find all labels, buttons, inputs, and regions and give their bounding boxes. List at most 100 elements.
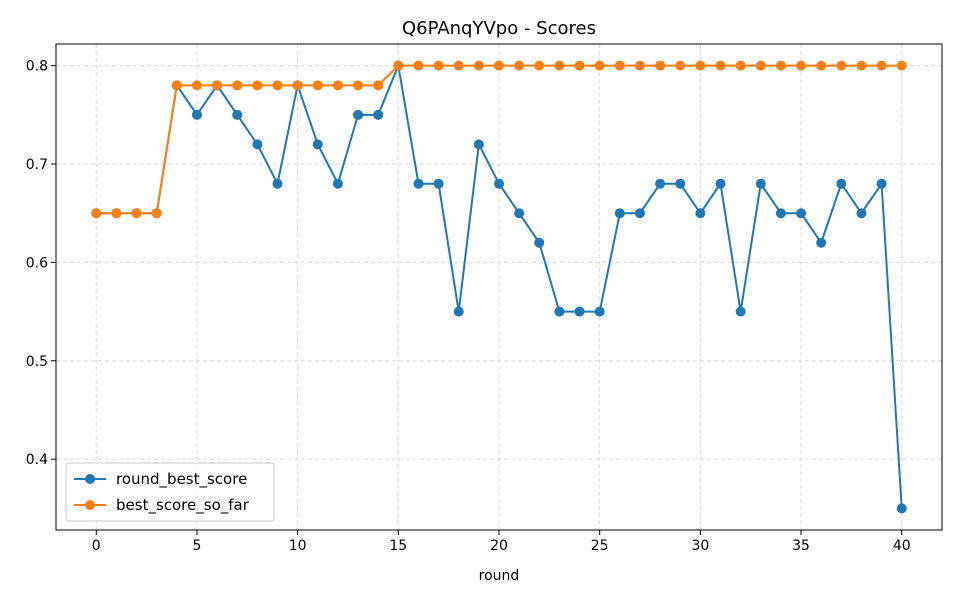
tick-layer: 0 5 10 15 20 25 30 35 40 0.4 0.5 0.6 0.7 0.8 (26, 59, 911, 554)
data-point (634, 208, 645, 219)
series-layer (91, 60, 907, 514)
data-point (534, 237, 545, 248)
data-point (494, 178, 504, 189)
data-point (876, 178, 887, 189)
data-point (151, 208, 162, 219)
data-point (715, 60, 726, 71)
data-point (473, 60, 484, 71)
data-point (312, 80, 323, 91)
data-point (413, 60, 424, 71)
data-point (232, 80, 243, 91)
data-point (796, 208, 807, 219)
grid-layer (56, 44, 942, 530)
data-point (655, 60, 666, 71)
data-point (775, 60, 786, 71)
data-point (856, 60, 867, 71)
data-point (715, 178, 726, 189)
data-point (514, 208, 525, 219)
data-point (373, 80, 384, 91)
series-best_score_so_far (91, 60, 907, 219)
y-tick-label: 0.5 (26, 354, 48, 370)
data-point (856, 208, 867, 219)
data-point (816, 237, 827, 248)
data-point (675, 60, 686, 71)
legend-box (65, 462, 275, 522)
data-point (131, 208, 142, 219)
data-point (212, 80, 223, 91)
data-point (655, 178, 666, 189)
data-point (755, 60, 766, 71)
data-point (111, 208, 122, 219)
x-tick-label: 5 (192, 538, 201, 554)
data-point (634, 60, 645, 71)
x-tick-label: 0 (92, 538, 101, 554)
data-point (373, 109, 384, 120)
data-point (896, 60, 907, 71)
data-point (413, 178, 424, 189)
x-tick-label: 40 (893, 538, 911, 554)
x-tick-label: 10 (289, 538, 307, 554)
data-point (614, 208, 625, 219)
data-point (554, 306, 565, 317)
data-point (735, 60, 746, 71)
legend: round_best_score best_score_so_far (65, 462, 275, 522)
data-point (534, 60, 545, 71)
data-point (836, 178, 847, 189)
data-point (252, 80, 263, 91)
data-point (91, 208, 102, 219)
data-point (353, 80, 364, 91)
data-point (594, 306, 605, 317)
x-tick-label: 20 (490, 538, 508, 554)
data-point (312, 139, 323, 150)
data-point (695, 208, 706, 219)
data-point (574, 60, 585, 71)
data-point (191, 109, 202, 120)
y-tick-label: 0.6 (26, 255, 48, 271)
data-point (473, 139, 484, 150)
data-point (433, 60, 444, 71)
y-tick-label: 0.8 (26, 59, 48, 75)
data-point (796, 60, 807, 71)
data-point (554, 60, 565, 71)
data-point (332, 80, 343, 91)
legend-marker-round_best_score (85, 474, 95, 484)
x-axis-label: round (479, 568, 520, 584)
legend-label: best_score_so_far (116, 496, 250, 515)
data-point (735, 306, 746, 317)
data-point (594, 60, 605, 71)
chart-title: Q6PAnqYVpo - Scores (402, 18, 596, 39)
data-point (272, 178, 283, 189)
data-point (332, 178, 343, 189)
y-tick-label: 0.7 (26, 157, 48, 173)
legend-marker-best_score_so_far (85, 500, 95, 510)
data-point (191, 80, 202, 91)
data-point (755, 178, 766, 189)
x-tick-label: 15 (389, 538, 407, 554)
x-tick-label: 25 (591, 538, 609, 554)
data-point (896, 503, 907, 514)
series-line-round_best_score (96, 62, 903, 509)
data-point (574, 306, 585, 317)
data-point (695, 60, 706, 71)
y-tick-label: 0.4 (26, 452, 48, 468)
data-point (514, 60, 525, 71)
data-point (393, 60, 404, 71)
data-point (272, 80, 283, 91)
data-point (232, 109, 243, 120)
legend-label: round_best_score (116, 470, 247, 489)
data-point (876, 60, 887, 71)
x-tick-label: 30 (691, 538, 709, 554)
data-point (171, 80, 182, 91)
data-point (494, 60, 504, 71)
data-point (775, 208, 786, 219)
data-point (836, 60, 847, 71)
x-tick-label: 35 (792, 538, 810, 554)
data-point (675, 178, 686, 189)
data-point (453, 60, 464, 71)
data-point (292, 80, 303, 91)
data-point (433, 178, 444, 189)
data-point (614, 60, 625, 71)
data-point (252, 139, 263, 150)
data-point (816, 60, 827, 71)
